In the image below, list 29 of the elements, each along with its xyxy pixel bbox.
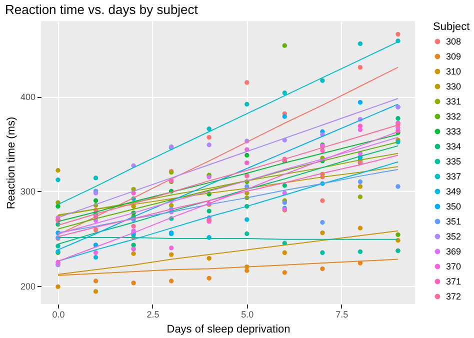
legend-label: 351 [446,216,462,226]
legend-label: 350 [446,202,462,212]
x-tick-label: 2.5 [146,310,160,320]
y-tick-label: 200 [20,281,36,292]
legend-label: 334 [446,142,462,152]
legend-label: 330 [446,82,462,92]
x-tick-label: 5.0 [241,310,254,320]
legend-label: 370 [446,262,462,272]
chart-title: Reaction time vs. days by subject [4,2,198,17]
legend-label: 309 [446,52,462,62]
legend-label: 331 [446,96,462,106]
legend-label: 337 [446,172,462,182]
x-tick-label: 0.0 [52,310,65,320]
y-tick-label: 400 [20,92,36,102]
legend-label: 352 [446,232,462,242]
y-axis-title: Reaction time (ms) [5,116,18,210]
legend-label: 333 [446,126,462,136]
legend-label: 310 [446,66,462,76]
legend-label: 332 [446,112,462,122]
legend-label: 349 [446,186,462,196]
legend-label: 369 [446,246,462,256]
legend-title: Subject [433,21,470,33]
x-tick-label: 7.5 [336,310,348,320]
legend-label: 335 [446,156,462,166]
x-axis-title: Days of sleep deprivation [166,324,290,336]
legend-label: 371 [446,276,462,286]
legend-label: 308 [446,36,462,46]
legend-label: 372 [446,292,462,302]
y-tick-label: 300 [20,186,36,197]
